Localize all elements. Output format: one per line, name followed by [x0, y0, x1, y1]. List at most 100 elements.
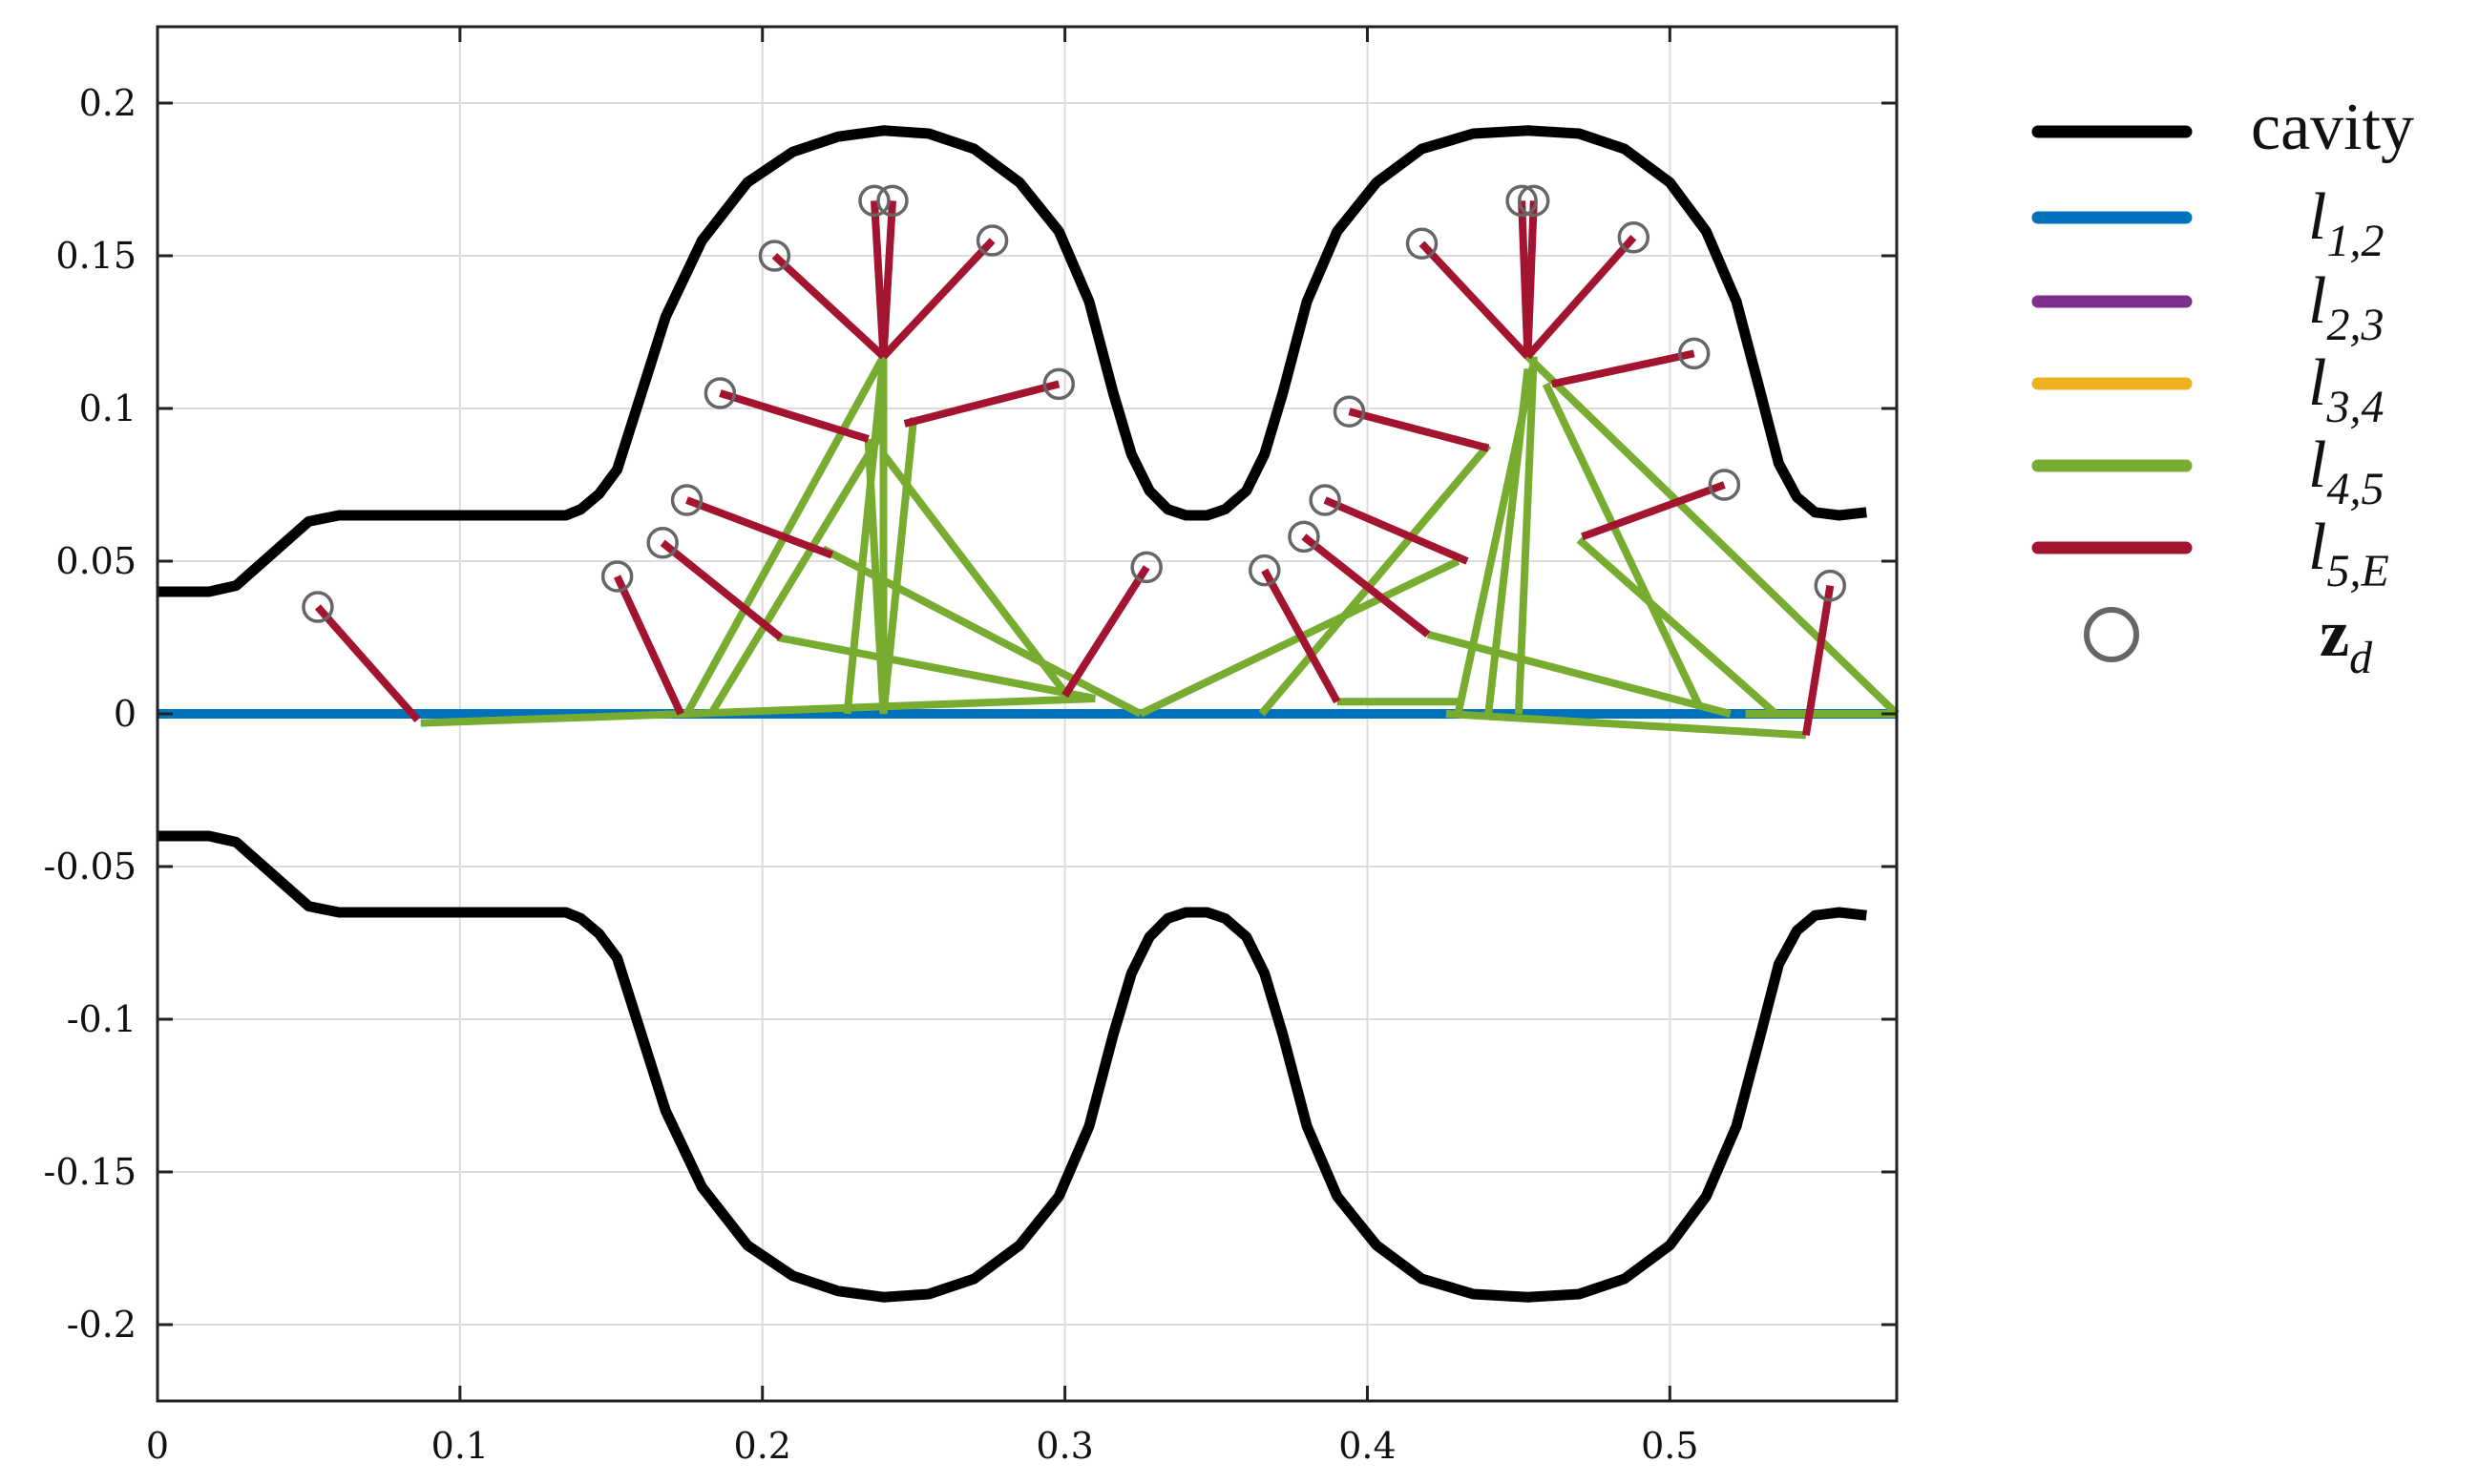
zd-point-18 [1617, 221, 1650, 254]
l5E-segment-18 [1524, 235, 1637, 360]
l45-segment-16 [1484, 367, 1532, 715]
l5E-segment-2 [660, 539, 784, 641]
legend-base-zd: z [2320, 597, 2349, 671]
l45-segment-0 [420, 710, 687, 727]
legend-label-l5E: l5,E [2308, 511, 2389, 596]
legend-base-l34: l [2308, 346, 2326, 420]
legend-sub-l23: 2,3 [2326, 300, 2384, 350]
l45-segment-8 [880, 451, 1068, 696]
x-tick-label-1: 0.1 [431, 1425, 489, 1467]
zd-point-2 [646, 527, 679, 559]
y-tick-label-6: -0.1 [67, 998, 137, 1040]
l5E-segment-17 [1523, 200, 1538, 357]
l5E-segment-1 [613, 575, 684, 716]
l45-segment-18 [1576, 536, 1778, 717]
l45-segment-12 [1258, 442, 1492, 717]
l5E-segment-5 [771, 253, 887, 360]
zd-point-20 [1708, 469, 1741, 501]
legend-sub-l12: 1,2 [2326, 216, 2384, 266]
legend-label-cavity: cavity [2251, 91, 2414, 164]
l45-series [420, 353, 1900, 740]
zd-point-7 [876, 184, 909, 218]
legend-sub-l34: 3,4 [2325, 382, 2384, 432]
zd-point-8 [976, 224, 1009, 257]
l45-segment-15 [1514, 356, 1538, 715]
l45-segment-1 [686, 695, 1096, 718]
zd-point-14 [1333, 395, 1366, 428]
x-tick-label-3: 0.3 [1036, 1425, 1093, 1467]
l45-segment-6 [707, 428, 887, 717]
l45-segment-10 [821, 545, 1143, 718]
legend-swatch-zd [2084, 607, 2139, 662]
l5E-segment-3 [685, 496, 834, 559]
l5E-segment-8 [880, 238, 996, 360]
axis-ticks: 0 0.1 0.2 0.3 0.4 0.5 0.2 0.15 0.1 0.05 0 -0.05 -0.1… [44, 27, 1897, 1467]
y-tick-label-5: -0.05 [44, 846, 137, 888]
zd-point-16 [1505, 184, 1538, 218]
zd-point-19 [1677, 337, 1711, 370]
x-tick-label-4: 0.4 [1338, 1425, 1396, 1467]
zd-point-9 [1042, 367, 1076, 401]
zd-point-12 [1288, 520, 1320, 554]
legend-label-l12: l1,2 [2308, 180, 2384, 266]
zd-point-21 [1814, 569, 1847, 602]
zd-point-17 [1518, 184, 1550, 218]
legend-base-l5E: l [2308, 511, 2326, 584]
l45-segment-20 [1524, 353, 1900, 717]
x-tick-label-2: 0.2 [734, 1425, 791, 1467]
legend-label-zd: zd [2320, 597, 2373, 683]
y-tick-label-0: 0.2 [79, 82, 137, 124]
legend-label-l23: l2,3 [2308, 264, 2384, 350]
l5E-segment-4 [719, 389, 870, 443]
zd-point-3 [670, 484, 704, 516]
legend-base-l45: l [2308, 428, 2326, 502]
legend-base-l23: l [2308, 264, 2326, 338]
l5E-segment-21 [1801, 584, 1835, 737]
zd-point-5 [758, 240, 791, 272]
zd-point-15 [1405, 227, 1439, 260]
zd-point-13 [1309, 484, 1341, 516]
l5E-segment-10 [1061, 565, 1150, 698]
l5E-segment-13 [1323, 496, 1469, 565]
zd-point-10 [1130, 551, 1163, 584]
zd-point-0 [302, 591, 334, 623]
l5E-segment-12 [1301, 533, 1431, 637]
x-tick-label-0: 0 [146, 1425, 169, 1467]
legend-sub-l45: 4,5 [2326, 464, 2384, 514]
zd-point-6 [858, 184, 891, 218]
l5E-segment-20 [1581, 481, 1726, 541]
zd-point-4 [704, 377, 737, 409]
cavity-lower-wall [158, 830, 1867, 1303]
l5E-segment-11 [1261, 568, 1341, 704]
l45-segment-7 [879, 417, 918, 715]
y-tick-label-8: -0.2 [67, 1304, 137, 1346]
l5E-segment-9 [903, 380, 1061, 428]
l5E-series [314, 200, 1835, 737]
l45-segment-9 [776, 634, 1097, 702]
l5E-segment-0 [314, 604, 421, 723]
legend-base-l12: l [2308, 180, 2326, 254]
x-tick-label-5: 0.5 [1641, 1425, 1698, 1467]
y-tick-label-1: 0.15 [55, 235, 137, 277]
y-tick-label-7: -0.15 [44, 1151, 137, 1193]
l5E-segment-14 [1348, 408, 1490, 452]
y-tick-label-3: 0.05 [55, 540, 137, 582]
zd-markers [302, 184, 1847, 623]
l5E-segment-7 [879, 200, 896, 357]
l45-segment-19 [1426, 630, 1732, 718]
legend-sub-l5E: 5,E [2326, 546, 2388, 596]
l45-segment-17 [1542, 382, 1704, 710]
l5E-segment-15 [1418, 240, 1531, 360]
legend-label-l34: l3,4 [2308, 346, 2384, 432]
cavity-upper-wall [158, 125, 1867, 597]
l5E-segment-19 [1550, 349, 1695, 388]
legend-label-l45: l4,5 [2308, 428, 2384, 514]
zd-point-11 [1248, 554, 1281, 587]
zd-point-1 [600, 560, 634, 593]
legend-sub-zd: d [2349, 633, 2373, 683]
y-tick-label-4: 0 [114, 693, 137, 735]
l45-segment-21 [1445, 710, 1807, 740]
